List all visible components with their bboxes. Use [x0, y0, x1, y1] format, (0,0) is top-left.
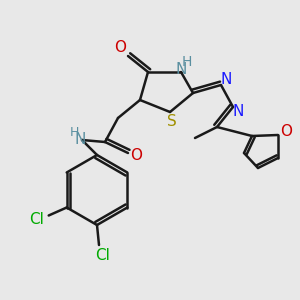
Text: O: O	[114, 40, 126, 56]
Text: N: N	[175, 62, 187, 77]
Text: N: N	[232, 104, 244, 119]
Text: Cl: Cl	[96, 248, 110, 262]
Text: H: H	[182, 55, 192, 69]
Text: O: O	[280, 124, 292, 140]
Text: N: N	[220, 73, 232, 88]
Text: O: O	[130, 148, 142, 163]
Text: H: H	[69, 125, 79, 139]
Text: N: N	[74, 133, 86, 148]
Text: Cl: Cl	[29, 212, 44, 227]
Text: S: S	[167, 115, 177, 130]
